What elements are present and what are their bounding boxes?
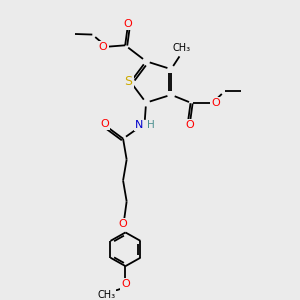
- Text: O: O: [100, 119, 109, 129]
- Text: O: O: [123, 19, 132, 29]
- Text: O: O: [119, 219, 128, 229]
- Text: O: O: [211, 98, 220, 108]
- Text: CH₃: CH₃: [172, 43, 190, 53]
- Text: O: O: [121, 279, 130, 289]
- Text: S: S: [124, 76, 133, 88]
- Text: CH₃: CH₃: [97, 290, 116, 300]
- Text: O: O: [99, 42, 107, 52]
- Text: H: H: [147, 120, 154, 130]
- Text: O: O: [185, 120, 194, 130]
- Text: N: N: [135, 120, 143, 130]
